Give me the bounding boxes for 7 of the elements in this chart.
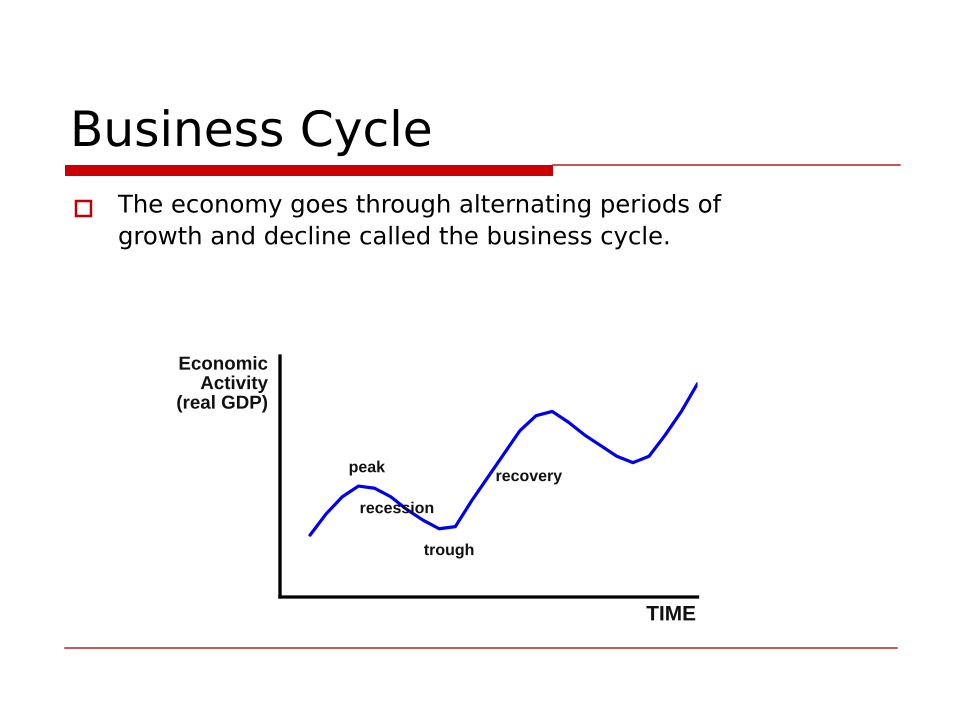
chart-subtitle: The economy goes through alternating periods of growth and decline called the business cycle. <box>118 194 722 250</box>
y-axis-title: Economic Activity (real GDP) <box>177 356 268 413</box>
x-axis-title: TIME <box>646 606 696 620</box>
annotation: peak <box>350 460 386 476</box>
annotation: recovery <box>496 472 562 484</box>
chart-title: Business Cycle <box>74 109 430 156</box>
annotation: trough <box>424 543 474 558</box>
